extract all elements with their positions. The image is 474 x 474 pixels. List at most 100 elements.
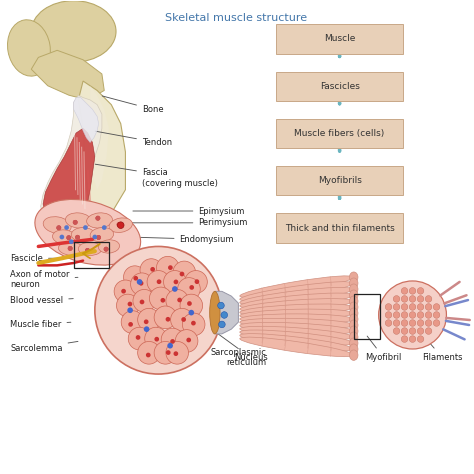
Circle shape — [155, 337, 159, 342]
Circle shape — [73, 220, 78, 225]
Ellipse shape — [240, 319, 354, 329]
Circle shape — [166, 350, 171, 355]
Ellipse shape — [31, 0, 116, 62]
Circle shape — [96, 216, 100, 220]
Circle shape — [85, 248, 90, 253]
Circle shape — [393, 328, 400, 334]
Circle shape — [64, 225, 69, 230]
Ellipse shape — [90, 228, 114, 242]
Ellipse shape — [240, 314, 354, 324]
Text: Endomysium: Endomysium — [130, 235, 234, 244]
Circle shape — [149, 287, 172, 310]
Circle shape — [145, 327, 167, 350]
Circle shape — [166, 290, 189, 312]
Circle shape — [189, 310, 194, 316]
Circle shape — [157, 279, 161, 284]
Circle shape — [144, 326, 149, 332]
Ellipse shape — [240, 337, 354, 356]
Circle shape — [56, 226, 61, 230]
Text: Myofibrils: Myofibrils — [318, 176, 362, 185]
Circle shape — [385, 319, 392, 326]
Circle shape — [191, 321, 196, 326]
Ellipse shape — [43, 217, 71, 234]
Circle shape — [168, 265, 173, 270]
Ellipse shape — [349, 296, 358, 306]
Ellipse shape — [210, 292, 220, 334]
Circle shape — [150, 267, 155, 272]
Circle shape — [187, 301, 192, 306]
Circle shape — [156, 256, 179, 279]
Circle shape — [173, 261, 196, 284]
Polygon shape — [73, 98, 99, 143]
Ellipse shape — [78, 242, 102, 255]
Polygon shape — [90, 86, 109, 190]
Bar — [73, 242, 109, 268]
Circle shape — [170, 339, 175, 344]
Ellipse shape — [240, 293, 354, 308]
Circle shape — [417, 312, 424, 318]
Text: Bone: Bone — [102, 96, 164, 114]
Ellipse shape — [8, 20, 50, 76]
Circle shape — [385, 312, 392, 318]
Ellipse shape — [99, 240, 119, 253]
Circle shape — [104, 247, 109, 252]
Circle shape — [417, 288, 424, 294]
Circle shape — [393, 312, 400, 318]
Circle shape — [178, 278, 200, 301]
Circle shape — [66, 235, 71, 240]
Circle shape — [83, 225, 88, 230]
Circle shape — [417, 304, 424, 310]
Circle shape — [401, 304, 408, 310]
Ellipse shape — [240, 330, 354, 345]
Text: Muscle fiber: Muscle fiber — [10, 320, 71, 329]
Circle shape — [164, 271, 186, 293]
Circle shape — [417, 296, 424, 302]
Circle shape — [173, 280, 178, 284]
Circle shape — [75, 235, 80, 240]
Circle shape — [117, 222, 121, 227]
Circle shape — [190, 285, 194, 290]
Ellipse shape — [240, 304, 354, 316]
Text: Muscle: Muscle — [324, 35, 356, 44]
Circle shape — [185, 271, 207, 293]
Ellipse shape — [349, 308, 358, 319]
Circle shape — [401, 312, 408, 318]
Circle shape — [409, 328, 416, 334]
Circle shape — [166, 341, 189, 364]
FancyBboxPatch shape — [276, 72, 403, 101]
Circle shape — [66, 235, 71, 240]
Circle shape — [172, 286, 178, 292]
Ellipse shape — [240, 334, 354, 351]
Text: Blood vessel: Blood vessel — [10, 296, 73, 305]
Circle shape — [154, 341, 177, 364]
Circle shape — [128, 308, 133, 313]
Circle shape — [177, 298, 182, 302]
Circle shape — [425, 328, 432, 334]
Circle shape — [140, 300, 145, 304]
Circle shape — [186, 337, 191, 342]
FancyBboxPatch shape — [276, 166, 403, 195]
Circle shape — [218, 302, 224, 309]
Text: Perimysium: Perimysium — [130, 219, 248, 228]
Polygon shape — [43, 128, 95, 235]
Text: Muscle fibers (cells): Muscle fibers (cells) — [294, 129, 385, 138]
Text: Sarcoplasmic
reticulum: Sarcoplasmic reticulum — [211, 333, 269, 367]
Circle shape — [425, 312, 432, 318]
Circle shape — [180, 272, 184, 276]
Ellipse shape — [349, 290, 358, 301]
Circle shape — [147, 271, 170, 293]
Circle shape — [96, 235, 101, 240]
Ellipse shape — [109, 218, 132, 232]
Circle shape — [131, 273, 153, 296]
Ellipse shape — [349, 338, 358, 348]
Circle shape — [85, 248, 90, 253]
Circle shape — [136, 335, 140, 340]
Circle shape — [409, 336, 416, 342]
Circle shape — [167, 343, 173, 348]
Circle shape — [128, 322, 133, 327]
Ellipse shape — [58, 242, 84, 255]
Circle shape — [128, 327, 151, 350]
Circle shape — [401, 328, 408, 334]
Circle shape — [379, 281, 447, 349]
Ellipse shape — [349, 302, 358, 312]
